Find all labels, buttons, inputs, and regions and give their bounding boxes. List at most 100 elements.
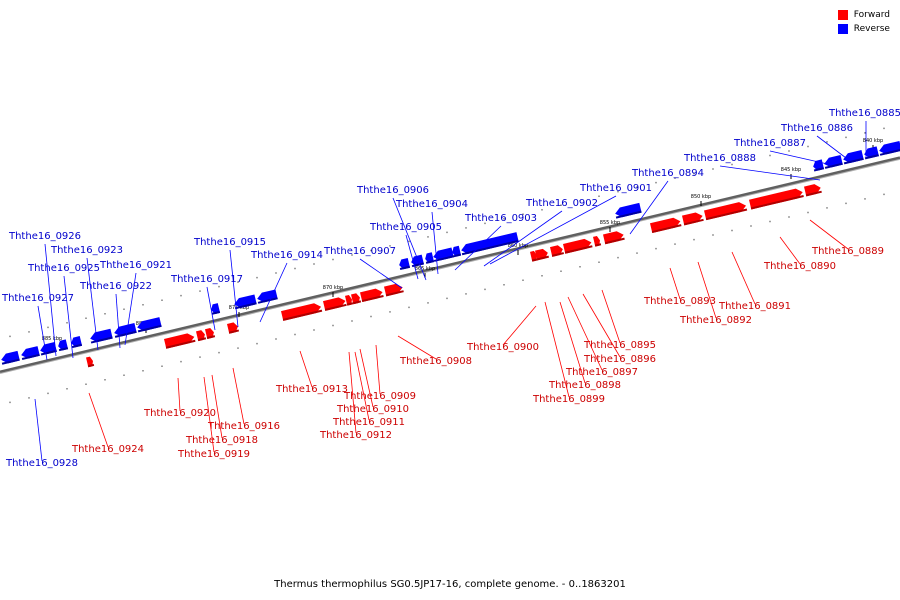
forward-gene-arrow <box>704 202 748 221</box>
forward-gene-arrow <box>384 283 404 297</box>
reverse-gene-arrow <box>425 252 435 264</box>
reverse-gene-arrow <box>452 245 462 258</box>
reverse-leader-line <box>124 272 137 346</box>
forward-leader-line <box>544 301 570 398</box>
forward-leader-line <box>299 350 313 388</box>
reverse-leader-line <box>629 180 669 235</box>
forward-leader-line <box>669 267 681 300</box>
forward-gene-label: Ththe16_0910 <box>336 404 409 415</box>
reverse-gene-arrow <box>40 342 57 356</box>
forward-gene-label: Ththe16_0916 <box>207 421 280 432</box>
reverse-gene-label: Ththe16_0885 <box>828 108 900 119</box>
forward-leader-line <box>567 296 603 371</box>
forward-gene-arrow <box>86 356 95 368</box>
reverse-gene-arrow <box>234 294 257 310</box>
reverse-swatch-icon <box>837 24 848 34</box>
reverse-gene-label: Ththe16_0905 <box>369 222 442 233</box>
scale-label: 850 kbp <box>691 194 711 200</box>
reverse-leader-line <box>769 150 833 166</box>
forward-leader-line <box>559 301 586 384</box>
reverse-leader-line <box>86 257 99 351</box>
forward-gene-label: Ththe16_0909 <box>343 391 416 402</box>
forward-gene-arrow <box>360 288 384 303</box>
forward-gene-arrow <box>323 297 347 311</box>
forward-leader-line <box>397 335 437 360</box>
legend: Forward Reverse <box>837 8 890 36</box>
legend-label-reverse: Reverse <box>853 24 890 34</box>
reverse-gene-label: Ththe16_0907 <box>323 246 396 257</box>
reverse-gene-label: Ththe16_0906 <box>356 185 429 196</box>
reverse-gene-arrow <box>461 232 519 256</box>
reverse-gene-label: Ththe16_0903 <box>464 213 537 224</box>
reverse-leader-line <box>229 249 239 328</box>
forward-gene-label: Ththe16_0908 <box>399 356 472 367</box>
forward-gene-label: Ththe16_0893 <box>643 296 716 307</box>
forward-gene-arrow <box>650 217 682 234</box>
forward-gene-arrow <box>804 184 822 197</box>
reverse-gene-label: Ththe16_0926 <box>8 231 81 242</box>
scale-label: 865 kbp <box>415 266 435 272</box>
forward-leader-line <box>354 351 370 421</box>
reverse-gene-label: Ththe16_0927 <box>1 293 74 304</box>
reverse-gene-label: Ththe16_0921 <box>99 260 172 271</box>
forward-gene-label: Ththe16_0919 <box>177 449 250 460</box>
reverse-gene-arrow <box>879 140 900 156</box>
scale-label: 855 kbp <box>600 220 620 226</box>
reverse-leader-line <box>489 195 617 265</box>
forward-leader-line <box>779 236 801 265</box>
forward-gene-label: Ththe16_0895 <box>583 340 656 351</box>
reverse-leader-line <box>44 243 57 357</box>
reverse-gene-label: Ththe16_0904 <box>395 199 468 210</box>
scale-label: 870 kbp <box>323 285 343 291</box>
reverse-gene-arrow <box>1 350 20 365</box>
forward-gene-label: Ththe16_0911 <box>332 417 405 428</box>
reverse-leader-line <box>206 286 216 331</box>
scale-label: 860 kbp <box>508 243 528 249</box>
map-caption: Thermus thermophilus SG0.5JP17-16, compl… <box>274 579 626 590</box>
forward-gene-label: Ththe16_0918 <box>185 435 258 446</box>
reverse-gene-label: Ththe16_0914 <box>250 250 323 261</box>
forward-leader-line <box>211 374 223 439</box>
forward-gene-arrow <box>205 327 216 339</box>
forward-gene-arrow <box>682 212 704 226</box>
forward-leader-line <box>809 219 849 250</box>
genome-backbone-shadow <box>0 158 900 374</box>
legend-item-reverse: Reverse <box>837 22 890 36</box>
reverse-gene-arrow <box>58 339 69 352</box>
reverse-gene-label: Ththe16_0901 <box>579 183 652 194</box>
forward-gene-arrow <box>563 238 593 254</box>
scale-label: 845 kbp <box>781 167 801 173</box>
reverse-gene-label: Ththe16_0886 <box>780 123 853 134</box>
forward-leader-line <box>502 305 537 346</box>
forward-gene-label: Ththe16_0913 <box>275 384 348 395</box>
legend-item-forward: Forward <box>837 8 890 22</box>
forward-gene-arrow <box>593 235 602 247</box>
reverse-gene-label: Ththe16_0917 <box>170 274 243 285</box>
forward-gene-arrow <box>603 231 625 245</box>
reverse-leader-line <box>405 234 419 280</box>
reverse-leader-line <box>719 165 821 181</box>
reverse-gene-label: Ththe16_0887 <box>733 138 806 149</box>
forward-leader-line <box>601 289 621 344</box>
reverse-gene-arrow <box>411 254 424 268</box>
forward-gene-arrow <box>530 250 539 262</box>
forward-gene-arrow <box>351 293 362 305</box>
forward-gene-label: Ththe16_0920 <box>143 408 216 419</box>
reverse-gene-arrow <box>615 202 642 219</box>
forward-swatch-icon <box>837 10 848 20</box>
reverse-gene-arrow <box>399 257 411 271</box>
forward-leader-line <box>731 251 756 305</box>
reverse-gene-label: Ththe16_0925 <box>27 263 100 274</box>
reverse-gene-arrow <box>21 346 40 360</box>
reverse-leader-line <box>37 305 48 361</box>
reverse-gene-arrow <box>137 317 162 333</box>
forward-gene-label: Ththe16_0889 <box>811 246 884 257</box>
reverse-leader-line <box>392 197 427 281</box>
reverse-leader-line <box>359 258 403 289</box>
forward-gene-arrow <box>345 294 354 306</box>
forward-gene-label: Ththe16_0897 <box>565 367 638 378</box>
reverse-gene-label: Ththe16_0922 <box>79 281 152 292</box>
reverse-leader-line <box>34 398 43 462</box>
reverse-gene-label: Ththe16_0915 <box>193 237 266 248</box>
reverse-gene-arrow <box>114 323 137 338</box>
